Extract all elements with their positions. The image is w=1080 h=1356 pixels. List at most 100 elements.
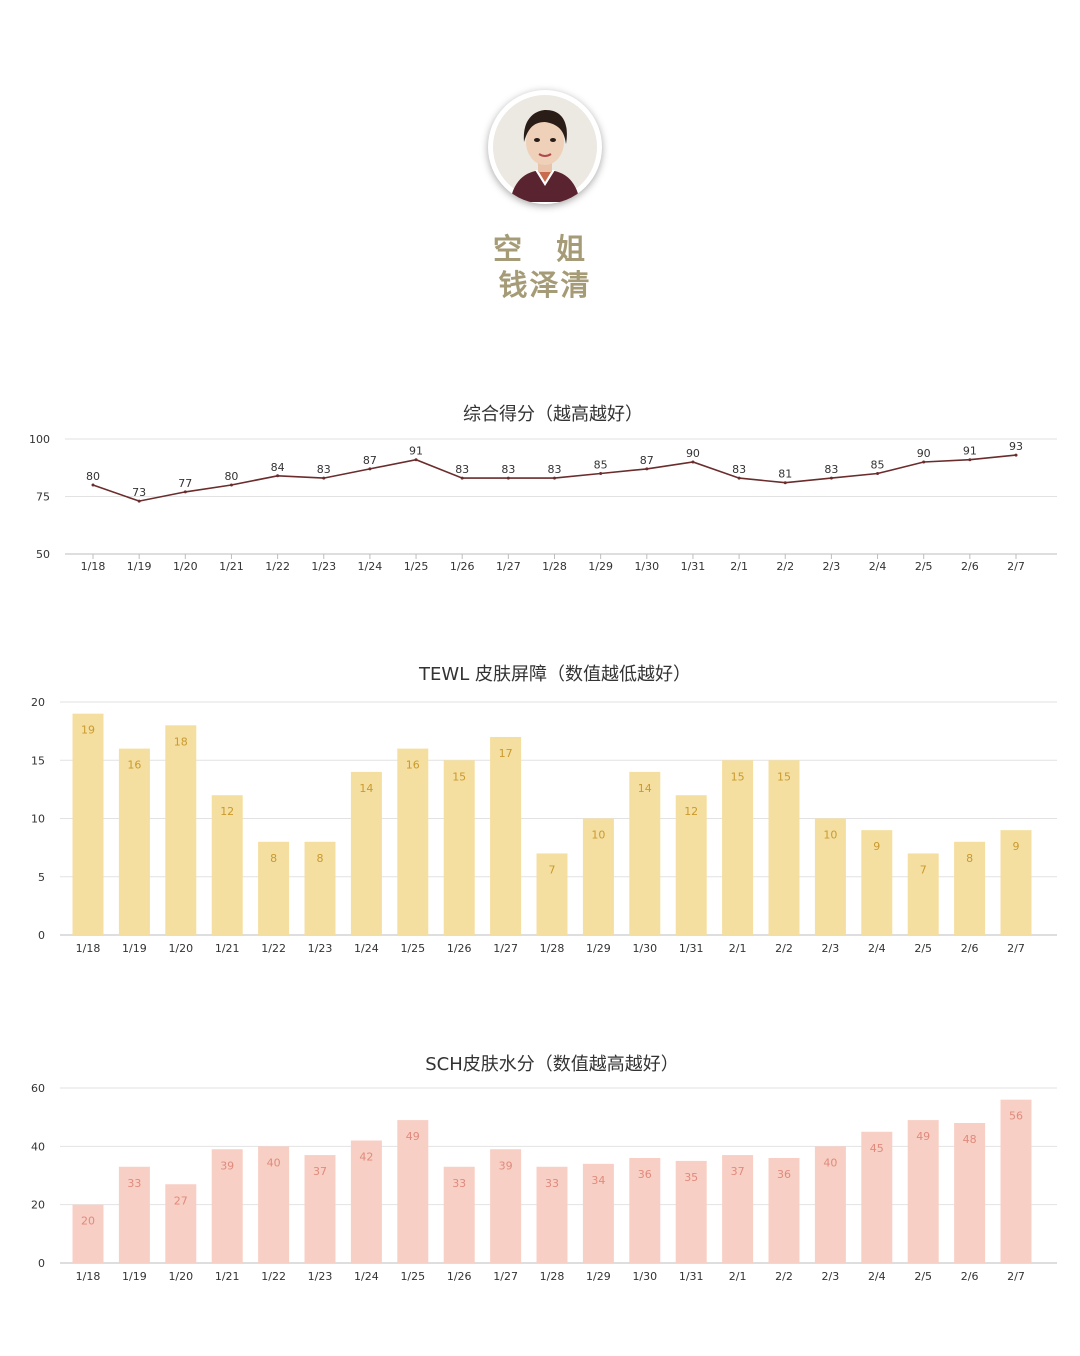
x-tick-label: 2/7 <box>1007 560 1025 573</box>
data-label: 87 <box>640 454 654 467</box>
data-label: 14 <box>638 782 652 795</box>
data-label: 90 <box>917 447 931 460</box>
data-label: 85 <box>594 459 608 472</box>
x-tick-label: 2/2 <box>775 1270 793 1283</box>
x-tick-label: 1/23 <box>308 942 333 955</box>
profile-header: 空 姐 钱泽清 <box>0 0 1080 320</box>
bar <box>814 818 846 935</box>
x-tick-label: 1/21 <box>215 942 240 955</box>
x-tick-label: 1/25 <box>404 560 429 573</box>
bar <box>258 841 290 935</box>
y-tick-label: 0 <box>38 1257 45 1270</box>
y-tick-label: 20 <box>31 696 45 709</box>
data-label: 14 <box>359 782 373 795</box>
score-chart: 综合得分（越高越好） 50 75 100 1/18 1/19 1/20 1/21 1/22 1/… <box>0 395 1080 585</box>
x-tick-label: 1/27 <box>493 1270 518 1283</box>
bar <box>350 771 382 935</box>
data-label: 91 <box>409 445 423 458</box>
data-label: 91 <box>963 445 977 458</box>
bar <box>258 1146 290 1263</box>
bar <box>443 1166 475 1263</box>
tewl-chart: TEWL 皮肤屏障（数值越低越好） 0 5 10 15 20 19 16 18 12 8 8 14 16… <box>0 655 1080 965</box>
data-label: 49 <box>406 1130 420 1143</box>
x-tick-label: 1/25 <box>400 942 425 955</box>
x-tick-label: 1/31 <box>681 560 706 573</box>
data-label: 7 <box>549 863 556 876</box>
data-label: 73 <box>132 486 146 499</box>
bar <box>861 1131 893 1263</box>
bar <box>582 818 614 935</box>
data-label: 90 <box>686 447 700 460</box>
x-tick-label: 1/20 <box>173 560 198 573</box>
data-label: 36 <box>638 1168 652 1181</box>
x-tick-label: 1/28 <box>542 560 567 573</box>
x-tick-label: 2/1 <box>730 560 748 573</box>
x-tick-label: 1/26 <box>447 1270 472 1283</box>
x-tick-label: 1/28 <box>540 1270 565 1283</box>
bar <box>397 1120 429 1263</box>
bar <box>582 1163 614 1263</box>
data-label: 12 <box>684 805 698 818</box>
x-tick-label: 1/29 <box>586 942 611 955</box>
x-tick-label: 1/24 <box>358 560 383 573</box>
x-tick-label: 1/22 <box>265 560 290 573</box>
data-label: 34 <box>591 1174 605 1187</box>
x-tick-label: 2/7 <box>1007 942 1025 955</box>
data-label: 7 <box>920 863 927 876</box>
data-label: 40 <box>267 1156 281 1169</box>
data-label: 10 <box>823 829 837 842</box>
data-label: 33 <box>127 1177 141 1190</box>
x-tick-label: 1/19 <box>122 942 147 955</box>
chart-title: 综合得分（越高越好） <box>463 404 643 425</box>
bar <box>350 1140 382 1263</box>
bar <box>165 1184 197 1263</box>
data-label: 36 <box>777 1168 791 1181</box>
x-tick-label: 1/18 <box>76 942 101 955</box>
data-label: 87 <box>363 454 377 467</box>
y-tick-label: 100 <box>29 433 50 446</box>
bar <box>1000 830 1032 935</box>
data-label: 15 <box>452 770 466 783</box>
avatar <box>488 90 602 204</box>
data-label: 48 <box>963 1133 977 1146</box>
y-tick-label: 40 <box>31 1140 45 1153</box>
bar <box>211 795 243 935</box>
y-tick-label: 15 <box>31 754 45 767</box>
bar <box>118 748 150 935</box>
x-tick-label: 2/6 <box>961 942 979 955</box>
bar <box>907 1120 939 1263</box>
x-tick-label: 1/29 <box>588 560 613 573</box>
data-point <box>876 472 880 475</box>
data-label: 33 <box>452 1177 466 1190</box>
x-tick-label: 1/29 <box>586 1270 611 1283</box>
bar <box>954 1123 986 1263</box>
data-point <box>368 467 372 471</box>
data-label: 37 <box>731 1165 745 1178</box>
data-label: 84 <box>271 461 285 474</box>
bar <box>536 1166 568 1263</box>
x-tick-label: 2/6 <box>961 1270 979 1283</box>
data-point <box>460 476 464 480</box>
x-tick-label: 1/27 <box>493 942 518 955</box>
y-tick-label: 10 <box>31 813 45 826</box>
data-point <box>229 483 233 487</box>
data-label: 81 <box>778 468 792 481</box>
data-label: 19 <box>81 724 95 737</box>
data-label: 80 <box>86 470 100 483</box>
data-point <box>829 476 833 480</box>
x-tick-label: 1/24 <box>354 942 379 955</box>
x-tick-label: 2/7 <box>1007 1270 1025 1283</box>
bar <box>907 853 939 935</box>
bar <box>490 1149 522 1263</box>
data-label: 8 <box>966 852 973 865</box>
bar <box>72 1204 104 1263</box>
avatar-portrait <box>493 95 597 202</box>
data-label: 83 <box>501 463 515 476</box>
x-tick-label: 2/3 <box>823 560 841 573</box>
x-tick-label: 2/4 <box>869 560 887 573</box>
x-tick-label: 1/21 <box>219 560 244 573</box>
data-label: 12 <box>220 805 234 818</box>
bar <box>629 1158 661 1263</box>
x-tick-label: 1/26 <box>450 560 475 573</box>
bar <box>118 1166 150 1263</box>
